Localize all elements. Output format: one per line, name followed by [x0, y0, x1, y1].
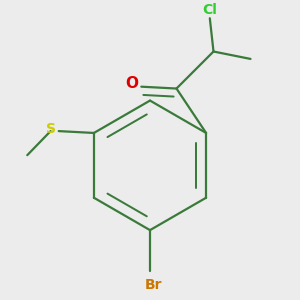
- Text: Br: Br: [145, 278, 163, 292]
- Text: Cl: Cl: [202, 3, 217, 17]
- Text: S: S: [46, 122, 56, 136]
- Text: O: O: [126, 76, 139, 91]
